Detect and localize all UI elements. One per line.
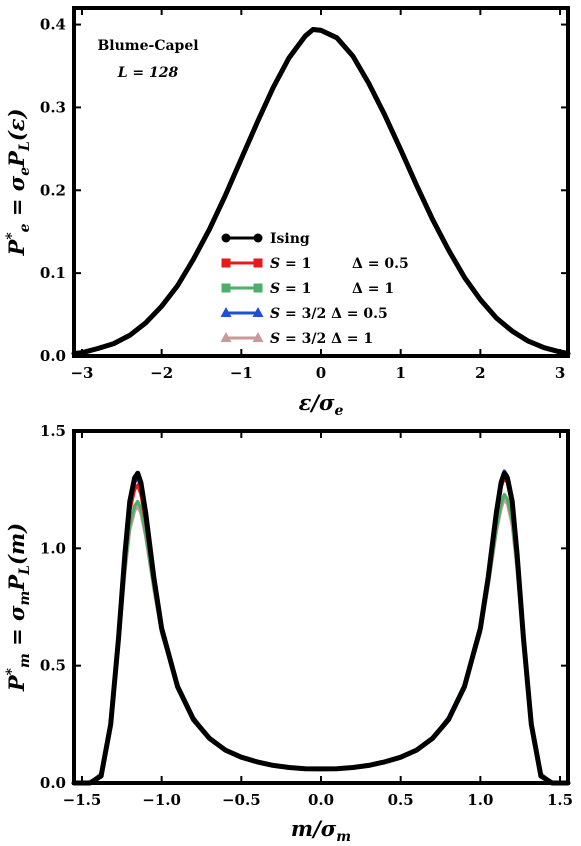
model-name-annotation: Blume-Capel xyxy=(97,38,198,54)
magnetization-x-tick-label: 1.5 xyxy=(547,791,573,809)
legend-circle-marker xyxy=(221,233,231,243)
magnetization-y-axis-label: P*m = σmPL(m) xyxy=(4,523,33,692)
legend-label: S = 3/2 Δ = 0.5 xyxy=(270,306,388,322)
energy-x-tick-label: −2 xyxy=(150,364,173,382)
magnetization-x-tick-label: 1.0 xyxy=(467,791,493,809)
energy-series-line-0 xyxy=(71,27,571,356)
energy-y-axis-label: P*e = σePL(ε) xyxy=(4,109,33,257)
legend-square-marker xyxy=(221,283,231,293)
energy-x-tick-label: 3 xyxy=(555,364,565,382)
energy-curves xyxy=(71,27,571,356)
legend-square-marker xyxy=(253,258,263,268)
legend-circle-marker xyxy=(253,233,263,243)
legend-entry-4: S = 3/2 Δ = 1 xyxy=(220,331,373,347)
magnetization-ticks: −1.5 −1.0 −0.5 0.0 0.5 1.0 1.5 0.0 0.5 1.0 1.5 xyxy=(40,422,573,809)
energy-ticks: −3 −2 −1 0 1 2 3 0.0 0.1 0.2 0.3 0.4 xyxy=(40,8,568,382)
energy-x-tick-label: 0 xyxy=(316,364,326,382)
energy-y-tick-label: 0.0 xyxy=(40,347,66,365)
legend-square-marker xyxy=(221,258,231,268)
system-size-annotation: L = 128 xyxy=(117,65,179,81)
magnetization-curves xyxy=(71,469,571,786)
legend-entry-0: Ising xyxy=(221,231,310,247)
magnetization-y-tick-label: 1.0 xyxy=(40,539,66,557)
magnetization-x-tick-label: −1.5 xyxy=(63,791,102,809)
magnetization-plot-frame xyxy=(72,429,570,785)
magnetization-x-tick-label: 0.0 xyxy=(308,791,334,809)
legend-triangle-marker xyxy=(220,332,232,342)
legend-square-marker xyxy=(253,283,263,293)
legend-triangle-marker xyxy=(220,307,232,317)
magnetization-distribution-panel: −1.5 −1.0 −0.5 0.0 0.5 1.0 1.5 0.0 0.5 1.0 1.5 m/σ… xyxy=(4,422,573,845)
magnetization-x-tick-label: 0.5 xyxy=(388,791,414,809)
energy-x-tick-label: −3 xyxy=(70,364,93,382)
magnetization-series-line-0 xyxy=(71,470,571,786)
energy-distribution-panel: −3 −2 −1 0 1 2 3 0.0 0.1 0.2 0.3 0.4 ε/σe P*e = σeP… xyxy=(4,6,571,419)
energy-y-tick-label: 0.3 xyxy=(40,98,66,116)
magnetization-x-axis-label: m/σm xyxy=(291,816,351,845)
magnetization-y-tick-label: 1.5 xyxy=(40,422,66,440)
legend-label: S = 3/2 Δ = 1 xyxy=(270,331,373,347)
magnetization-x-tick-label: −0.5 xyxy=(222,791,261,809)
energy-y-tick-label: 0.4 xyxy=(40,16,66,34)
magnetization-y-tick-label: 0.0 xyxy=(40,774,66,792)
energy-plot-frame xyxy=(72,6,570,358)
legend-label: Ising xyxy=(270,231,310,247)
energy-y-tick-label: 0.1 xyxy=(40,264,66,282)
energy-x-tick-label: −1 xyxy=(230,364,253,382)
energy-y-tick-label: 0.2 xyxy=(40,181,66,199)
energy-x-axis-label: ε/σe xyxy=(299,390,344,419)
energy-x-tick-label: 2 xyxy=(475,364,485,382)
magnetization-y-tick-label: 0.5 xyxy=(40,657,66,675)
energy-x-tick-label: 1 xyxy=(395,364,405,382)
legend-entry-3: S = 3/2 Δ = 0.5 xyxy=(220,306,388,322)
legend-triangle-marker xyxy=(252,307,264,317)
magnetization-x-tick-label: −1.0 xyxy=(142,791,181,809)
legend-triangle-marker xyxy=(252,332,264,342)
